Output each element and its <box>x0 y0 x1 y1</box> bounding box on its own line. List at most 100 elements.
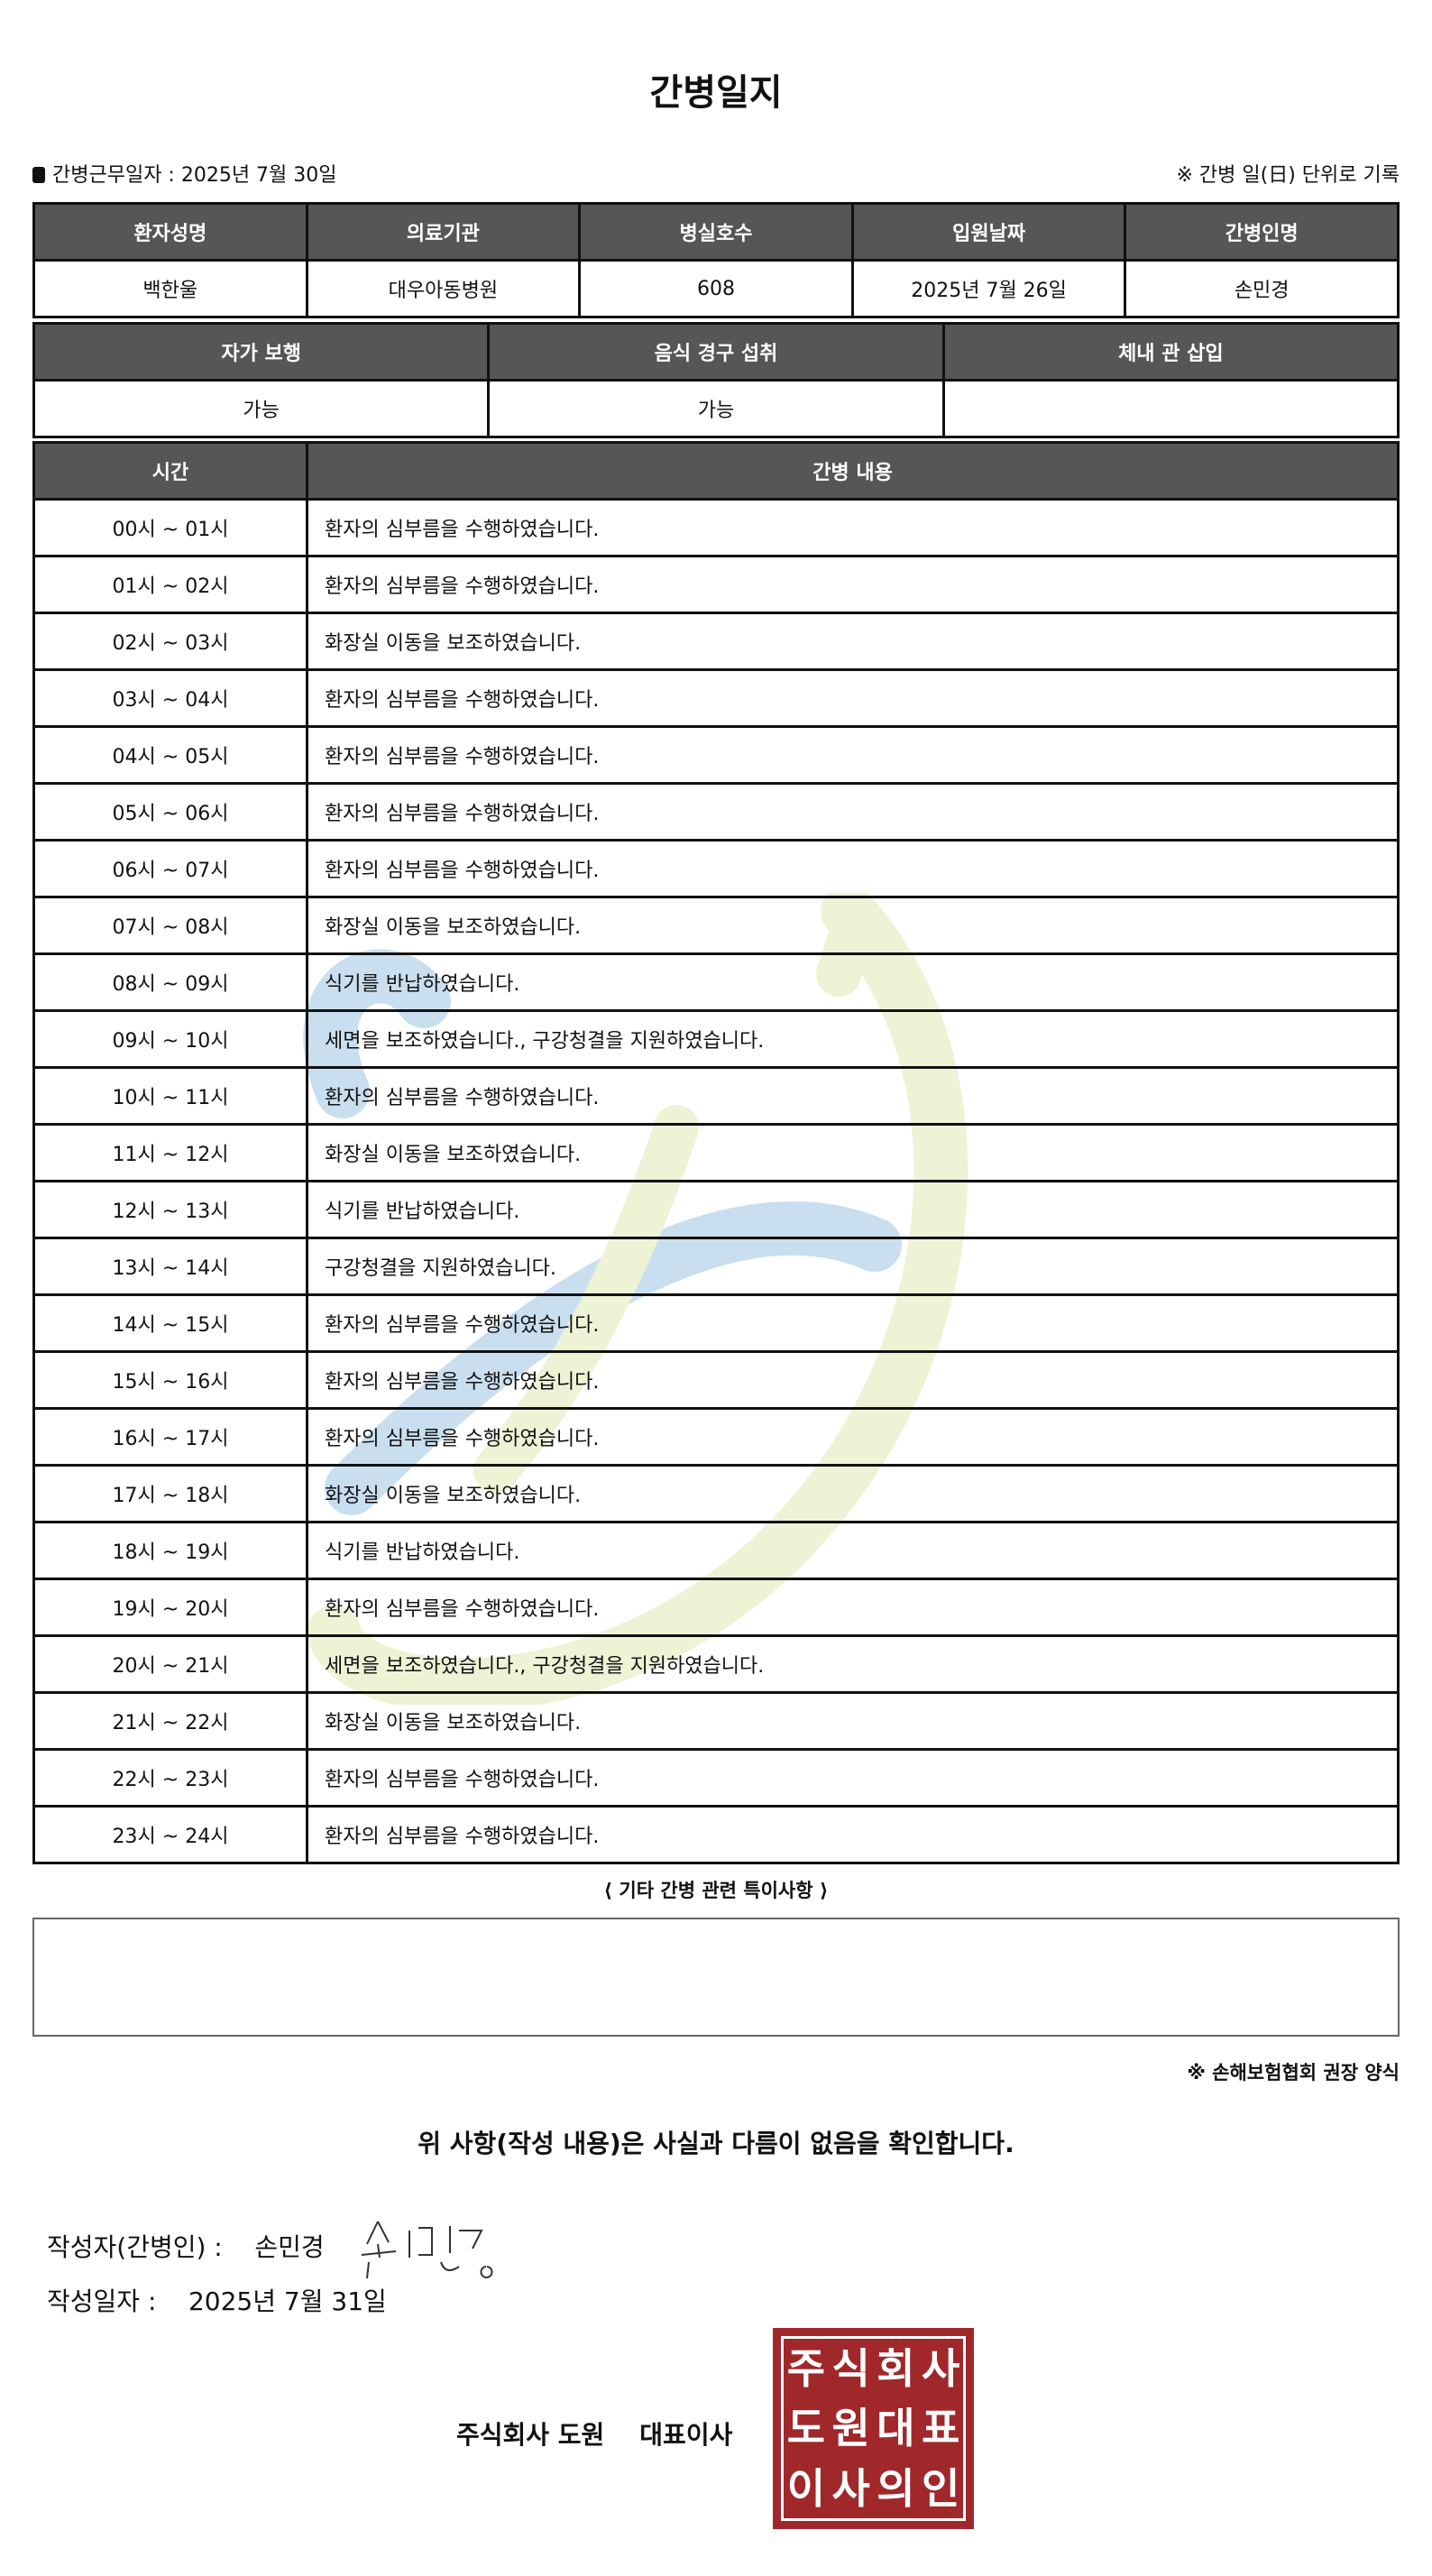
written-date-label: 작성일자 : <box>47 2286 157 2316</box>
seal-glyph: 의 <box>877 2463 915 2513</box>
time-slot: 08시 ~ 09시 <box>32 952 308 1012</box>
time-slot: 21시 ~ 22시 <box>32 1691 308 1751</box>
care-content: 화장실 이동을 보조하였습니다. <box>306 1691 1400 1751</box>
log-row: 01시 ~ 02시 환자의 심부름을 수행하였습니다. <box>32 555 1400 614</box>
log-row: 00시 ~ 01시 환자의 심부름을 수행하였습니다. <box>32 498 1400 557</box>
notes-box <box>32 1918 1400 2037</box>
care-content: 세면을 보조하였습니다., 구강청결을 지원하였습니다. <box>306 1634 1400 1694</box>
log-row: 13시 ~ 14시 구강청결을 지원하였습니다. <box>32 1237 1400 1296</box>
header-cell: 음식 경구 섭취 <box>487 322 945 382</box>
care-content: 환자의 심부름을 수행하였습니다. <box>306 498 1400 557</box>
log-row: 05시 ~ 06시 환자의 심부름을 수행하였습니다. <box>32 782 1400 842</box>
tube-insertion <box>941 379 1400 438</box>
header-cell: 의료기관 <box>305 202 582 262</box>
time-slot: 22시 ~ 23시 <box>32 1748 308 1808</box>
care-content: 환자의 심부름을 수행하였습니다. <box>306 782 1400 842</box>
signature <box>361 2221 492 2279</box>
log-row: 23시 ~ 24시 환자의 심부름을 수행하였습니다. <box>32 1805 1400 1864</box>
care-content: 환자의 심부름을 수행하였습니다. <box>306 555 1400 614</box>
patient-info-table: 환자성명 의료기관 병실호수 입원날짜 간병인명 백한울 대우아동병원 608 2025년 7… <box>32 202 1400 318</box>
time-slot: 14시 ~ 15시 <box>32 1293 308 1353</box>
log-row: 16시 ~ 17시 환자의 심부름을 수행하였습니다. <box>32 1407 1400 1467</box>
header-cell: 간병인명 <box>1124 202 1400 262</box>
care-content: 환자의 심부름을 수행하였습니다. <box>306 1066 1400 1126</box>
time-slot: 09시 ~ 10시 <box>32 1009 308 1069</box>
time-slot: 17시 ~ 18시 <box>32 1464 308 1523</box>
log-row: 21시 ~ 22시 화장실 이동을 보조하였습니다. <box>32 1691 1400 1751</box>
log-row: 06시 ~ 07시 환자의 심부름을 수행하였습니다. <box>32 839 1400 898</box>
log-row: 11시 ~ 12시 화장실 이동을 보조하였습니다. <box>32 1123 1400 1182</box>
caregiver-name: 손민경 <box>1124 259 1400 318</box>
seal-glyph: 사 <box>831 2463 870 2513</box>
care-content: 환자의 심부름을 수행하였습니다. <box>306 668 1400 728</box>
care-content: 화장실 이동을 보조하였습니다. <box>306 896 1400 955</box>
work-date: 간병근무일자 : 2025년 7월 30일 <box>32 159 337 188</box>
log-row: 15시 ~ 16시 환자의 심부름을 수행하였습니다. <box>32 1350 1400 1410</box>
care-content: 환자의 심부름을 수행하였습니다. <box>306 1805 1400 1864</box>
log-row: 09시 ~ 10시 세면을 보조하였습니다., 구강청결을 지원하였습니다. <box>32 1009 1400 1069</box>
care-content: 환자의 심부름을 수행하였습니다. <box>306 725 1400 785</box>
care-content: 화장실 이동을 보조하였습니다. <box>306 1123 1400 1182</box>
care-content: 환자의 심부름을 수행하였습니다. <box>306 1578 1400 1637</box>
time-slot: 23시 ~ 24시 <box>32 1805 308 1864</box>
care-content: 식기를 반납하였습니다. <box>306 952 1400 1012</box>
hospital: 대우아동병원 <box>305 259 582 318</box>
header-cell: 병실호수 <box>578 202 854 262</box>
time-slot: 05시 ~ 06시 <box>32 782 308 842</box>
log-row: 08시 ~ 09시 식기를 반납하였습니다. <box>32 952 1400 1012</box>
seal-glyph: 인 <box>921 2463 960 2513</box>
time-slot: 19시 ~ 20시 <box>32 1578 308 1637</box>
log-row: 04시 ~ 05시 환자의 심부름을 수행하였습니다. <box>32 725 1400 785</box>
seal-glyph: 원 <box>831 2404 870 2453</box>
log-row: 02시 ~ 03시 화장실 이동을 보조하였습니다. <box>32 612 1400 671</box>
header-cell: 간병 내용 <box>306 441 1400 501</box>
time-slot: 15시 ~ 16시 <box>32 1350 308 1410</box>
log-row: 07시 ~ 08시 화장실 이동을 보조하였습니다. <box>32 896 1400 955</box>
seal-glyph: 회 <box>877 2344 915 2394</box>
header-cell: 환자성명 <box>32 202 308 262</box>
notes-title: ⟨ 기타 간병 관련 특이사항 ⟩ <box>603 1880 829 1901</box>
time-slot: 13시 ~ 14시 <box>32 1237 308 1296</box>
log-row: 20시 ~ 21시 세면을 보조하였습니다., 구강청결을 지원하였습니다. <box>32 1634 1400 1694</box>
time-slot: 18시 ~ 19시 <box>32 1521 308 1580</box>
work-date-text: 간병근무일자 : 2025년 7월 30일 <box>52 164 337 187</box>
seal-glyph: 이 <box>786 2463 826 2513</box>
log-row: 18시 ~ 19시 식기를 반납하였습니다. <box>32 1521 1400 1580</box>
writer-line: 작성자(간병인) : 손민경 <box>47 2217 513 2280</box>
time-slot: 12시 ~ 13시 <box>32 1180 308 1239</box>
log-row: 19시 ~ 20시 환자의 심부름을 수행하였습니다. <box>32 1578 1400 1637</box>
care-content: 구강청결을 지원하였습니다. <box>306 1237 1400 1296</box>
time-slot: 10시 ~ 11시 <box>32 1066 308 1126</box>
admission-date: 2025년 7월 26일 <box>850 259 1127 318</box>
self-walking: 가능 <box>32 379 491 438</box>
time-slot: 02시 ~ 03시 <box>32 612 308 671</box>
time-slot: 20시 ~ 21시 <box>32 1634 308 1694</box>
patient-status-table: 자가 보행 음식 경구 섭취 체내 관 삽입 가능 가능 <box>32 322 1400 438</box>
care-content: 환자의 심부름을 수행하였습니다. <box>306 839 1400 898</box>
care-content: 환자의 심부름을 수행하였습니다. <box>306 1350 1400 1410</box>
seal-glyph: 대 <box>877 2404 915 2453</box>
log-row: 17시 ~ 18시 화장실 이동을 보조하였습니다. <box>32 1464 1400 1523</box>
patient-name: 백한울 <box>32 259 308 318</box>
care-log-table: 시간 간병 내용 00시 ~ 01시 환자의 심부름을 수행하였습니다. 01시 ~ … <box>32 441 1400 1864</box>
time-slot: 16시 ~ 17시 <box>32 1407 308 1467</box>
log-row: 22시 ~ 23시 환자의 심부름을 수행하였습니다. <box>32 1748 1400 1808</box>
time-slot: 00시 ~ 01시 <box>32 498 308 557</box>
written-date: 2025년 7월 31일 <box>188 2286 387 2316</box>
care-content: 화장실 이동을 보조하였습니다. <box>306 612 1400 671</box>
seal-glyph: 표 <box>921 2404 960 2453</box>
log-row: 12시 ~ 13시 식기를 반납하였습니다. <box>32 1180 1400 1239</box>
bullet-icon <box>32 167 45 183</box>
log-row: 10시 ~ 11시 환자의 심부름을 수행하였습니다. <box>32 1066 1400 1126</box>
seal-glyph: 도 <box>786 2404 826 2453</box>
log-row: 03시 ~ 04시 환자의 심부름을 수행하였습니다. <box>32 668 1400 728</box>
seal-glyph: 식 <box>831 2344 870 2394</box>
time-slot: 07시 ~ 08시 <box>32 896 308 955</box>
time-slot: 03시 ~ 04시 <box>32 668 308 728</box>
page-title: 간병일지 <box>649 72 783 114</box>
association-note: ※ 손해보험협회 권장 양식 <box>1187 2062 1400 2084</box>
writer-name: 손민경 <box>254 2232 325 2262</box>
header-cell: 시간 <box>32 441 308 501</box>
header-cell: 자가 보행 <box>32 322 491 382</box>
care-content: 식기를 반납하였습니다. <box>306 1180 1400 1239</box>
